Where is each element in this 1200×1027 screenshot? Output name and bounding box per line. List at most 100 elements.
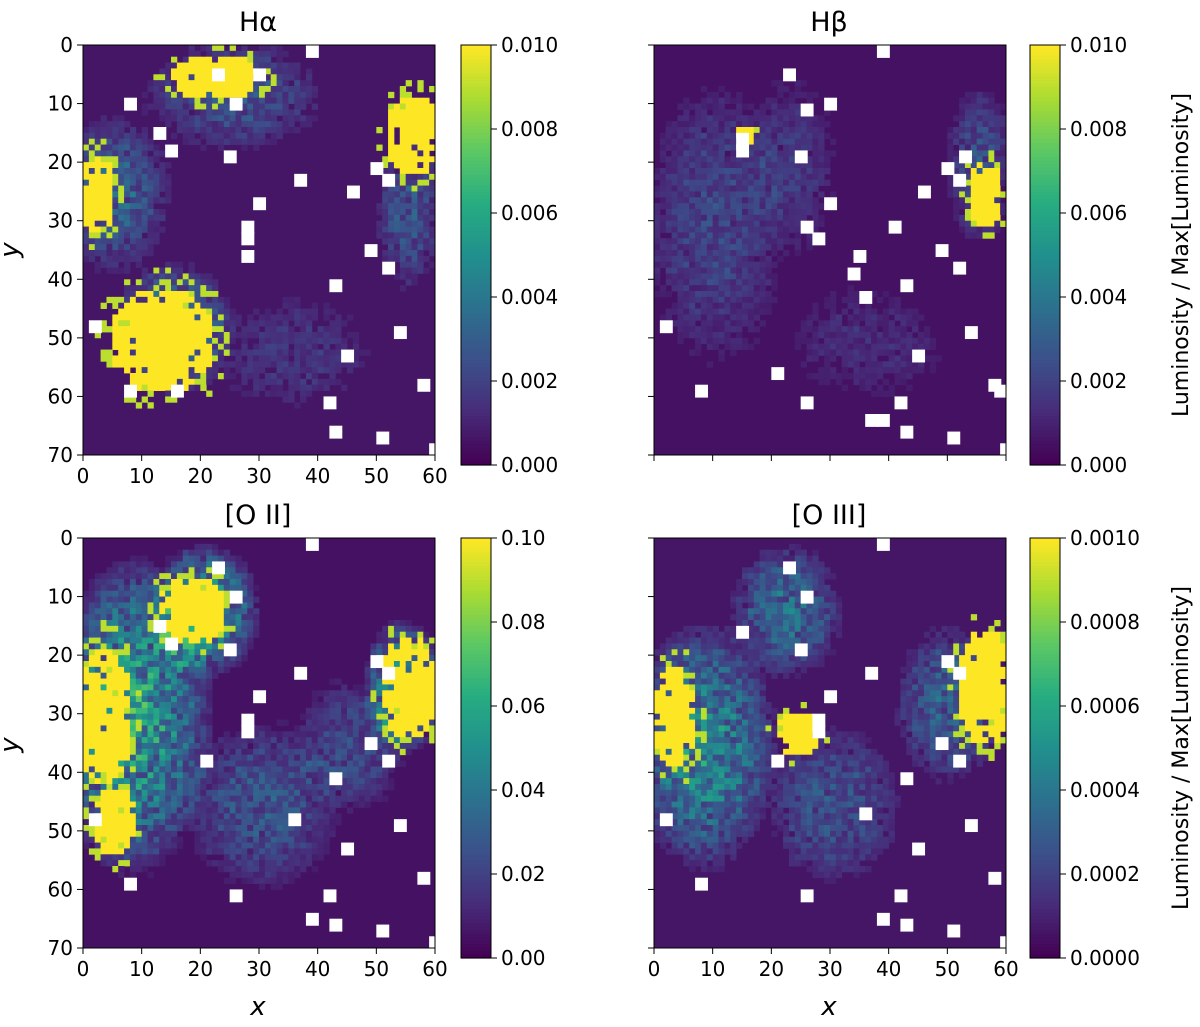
colorbar-segment bbox=[1030, 251, 1060, 256]
heatmap-cell bbox=[100, 602, 107, 609]
heatmap-cell bbox=[106, 173, 113, 181]
heatmap-cell bbox=[753, 121, 760, 128]
heatmap-cell bbox=[812, 185, 819, 192]
heatmap-cell bbox=[654, 267, 661, 274]
heatmap-cell bbox=[695, 179, 702, 186]
heatmap-cell bbox=[100, 168, 107, 175]
heatmap-cell bbox=[718, 168, 725, 175]
heatmap-cell bbox=[259, 127, 266, 134]
heatmap-cell bbox=[124, 232, 131, 239]
heatmap-cell bbox=[953, 214, 960, 222]
heatmap-cell bbox=[200, 748, 207, 756]
masked-pixel bbox=[429, 443, 443, 457]
masked-pixel bbox=[659, 320, 673, 334]
heatmap-cell bbox=[212, 355, 219, 362]
heatmap-cell bbox=[835, 320, 843, 327]
heatmap-cell bbox=[388, 203, 395, 210]
heatmap-cell bbox=[659, 150, 667, 157]
heatmap-cell bbox=[311, 702, 319, 709]
colorbar-segment bbox=[1030, 230, 1060, 235]
heatmap-cell bbox=[235, 68, 242, 75]
heatmap-cell bbox=[176, 567, 184, 574]
heatmap-cell bbox=[129, 725, 137, 732]
heatmap-cell bbox=[135, 162, 143, 169]
colorbar-segment bbox=[461, 440, 491, 445]
heatmap-cell bbox=[94, 678, 101, 685]
heatmap-cell bbox=[147, 308, 154, 315]
heatmap-cell bbox=[689, 115, 696, 122]
heatmap-cell bbox=[393, 250, 401, 257]
heatmap-cell bbox=[171, 74, 178, 81]
heatmap-cell bbox=[247, 115, 254, 122]
heatmap-cell bbox=[311, 737, 319, 744]
heatmap-cell bbox=[159, 150, 166, 157]
heatmap-cell bbox=[147, 156, 154, 163]
heatmap-cell bbox=[994, 226, 1001, 233]
heatmap-cell bbox=[411, 713, 418, 720]
heatmap-cell bbox=[124, 713, 131, 720]
heatmap-cell bbox=[159, 74, 166, 81]
heatmap-cell bbox=[305, 361, 313, 368]
heatmap-cell bbox=[141, 590, 148, 597]
heatmap-cell bbox=[176, 121, 184, 128]
heatmap-cell bbox=[399, 655, 407, 662]
heatmap-cell bbox=[112, 561, 119, 568]
heatmap-cell bbox=[129, 185, 137, 192]
heatmap-cell bbox=[112, 361, 119, 368]
heatmap-cell bbox=[241, 86, 248, 93]
heatmap-cell bbox=[182, 637, 189, 644]
heatmap-cell bbox=[270, 373, 277, 380]
heatmap-cell bbox=[241, 349, 248, 356]
heatmap-cell bbox=[124, 625, 131, 633]
heatmap-cell bbox=[241, 584, 248, 592]
heatmap-cell bbox=[217, 45, 225, 52]
heatmap-cell bbox=[329, 737, 336, 744]
heatmap-cell bbox=[182, 608, 189, 615]
heatmap-cell bbox=[188, 308, 195, 315]
heatmap-cell bbox=[159, 91, 166, 99]
heatmap-cell bbox=[876, 314, 884, 321]
heatmap-cell bbox=[429, 121, 436, 128]
heatmap-cell bbox=[83, 255, 90, 263]
heatmap-cell bbox=[247, 127, 254, 134]
heatmap-cell bbox=[94, 672, 101, 679]
heatmap-cell bbox=[159, 320, 166, 327]
heatmap-cell bbox=[417, 173, 424, 181]
heatmap-cell bbox=[88, 713, 96, 720]
heatmap-cell bbox=[124, 291, 131, 298]
heatmap-cell bbox=[159, 226, 166, 233]
heatmap-cell bbox=[147, 361, 154, 368]
heatmap-cell bbox=[88, 179, 96, 186]
heatmap-cell bbox=[358, 713, 365, 720]
heatmap-cell bbox=[835, 314, 843, 321]
heatmap-cell bbox=[159, 713, 166, 720]
heatmap-cell bbox=[800, 361, 807, 368]
heatmap-cell bbox=[964, 214, 972, 222]
heatmap-cell bbox=[718, 238, 725, 245]
heatmap-cell bbox=[417, 203, 424, 210]
heatmap-cell bbox=[724, 127, 731, 134]
heatmap-cell bbox=[765, 115, 772, 122]
heatmap-cell bbox=[859, 314, 866, 321]
heatmap-cell bbox=[206, 625, 213, 633]
heatmap-cell bbox=[129, 561, 137, 568]
colorbar-segment bbox=[461, 83, 491, 88]
heatmap-cell bbox=[712, 291, 719, 298]
heatmap-cell bbox=[212, 343, 219, 350]
heatmap-cell bbox=[659, 132, 667, 140]
heatmap-cell bbox=[399, 719, 407, 726]
colorbar-tick-label: 0.004 bbox=[1070, 285, 1127, 309]
heatmap-cell bbox=[94, 766, 101, 773]
heatmap-cell bbox=[259, 349, 266, 356]
heatmap-cell bbox=[700, 103, 708, 110]
heatmap-cell bbox=[171, 666, 178, 674]
colorbar-segment bbox=[461, 122, 491, 127]
heatmap-cell bbox=[788, 115, 796, 122]
masked-pixel bbox=[941, 162, 955, 176]
heatmap-cell bbox=[165, 596, 172, 603]
colorbar-segment bbox=[461, 52, 491, 57]
heatmap-cell bbox=[135, 614, 143, 621]
heatmap-cell bbox=[671, 267, 678, 274]
heatmap-cell bbox=[323, 302, 330, 309]
heatmap-cell bbox=[411, 115, 418, 122]
